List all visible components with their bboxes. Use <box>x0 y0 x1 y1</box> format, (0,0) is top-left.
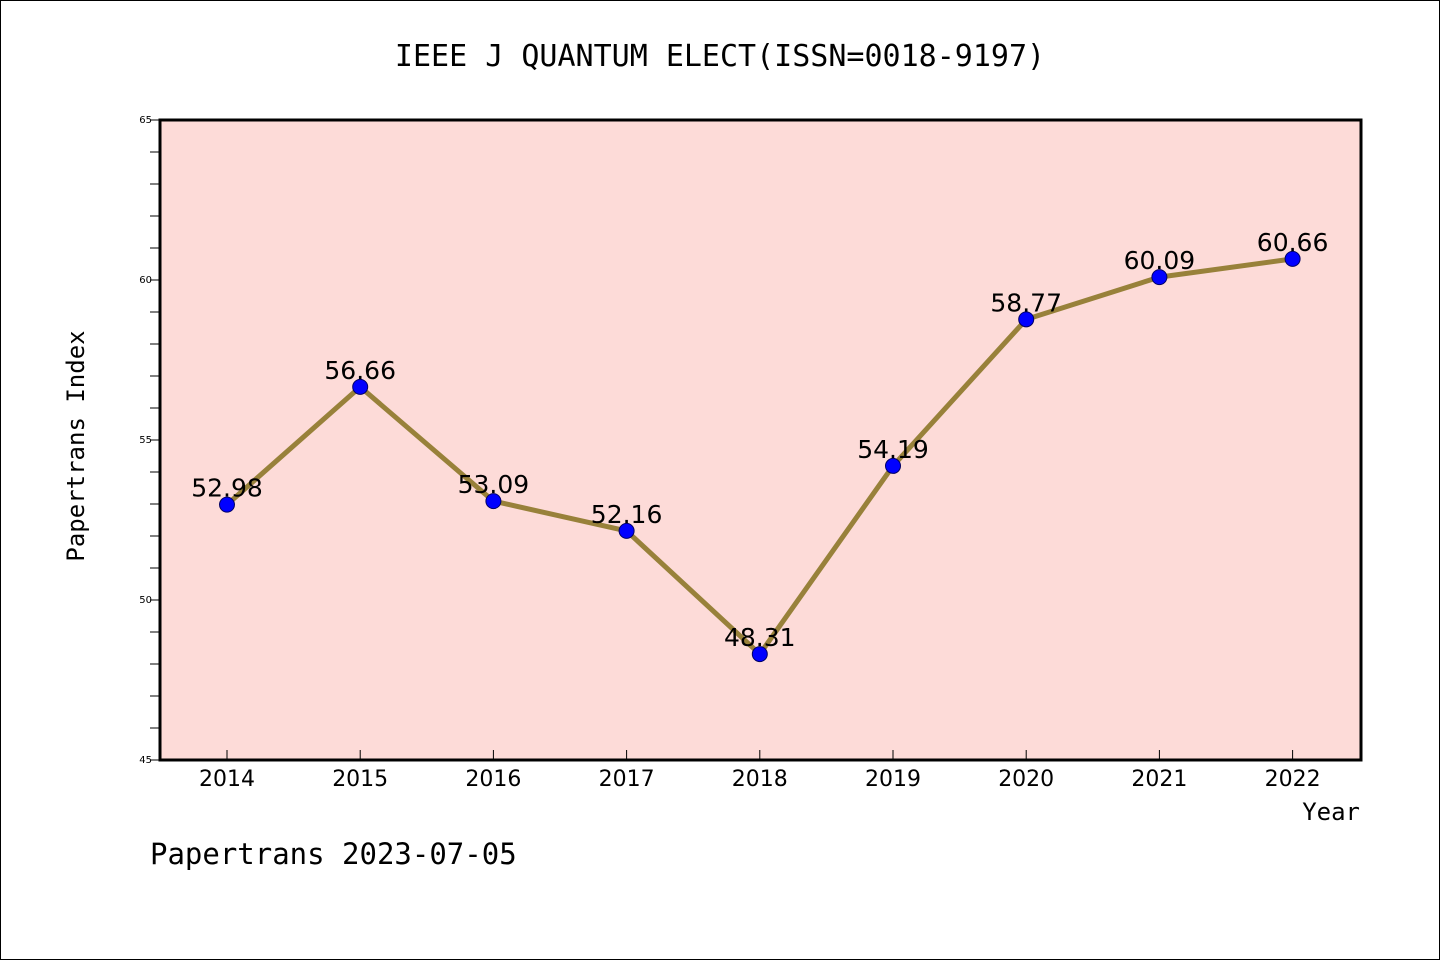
data-point <box>1018 311 1035 328</box>
y-tick-label: 50 <box>139 595 152 606</box>
y-axis-label: Papertrans Index <box>62 330 90 561</box>
x-tick-label: 2018 <box>732 767 788 792</box>
x-tick-label: 2021 <box>1131 767 1187 792</box>
data-label: 56.66 <box>324 356 396 385</box>
x-axis-ticks: 2014 2015 2016 2017 2018 2019 2020 2021 2022 <box>199 750 1321 792</box>
x-tick-label: 2022 <box>1265 767 1321 792</box>
data-point <box>618 522 635 539</box>
data-point <box>1151 269 1168 286</box>
data-point <box>885 457 901 474</box>
data-point <box>219 496 235 513</box>
data-label: 60.66 <box>1257 228 1329 257</box>
plot-area <box>160 120 1361 760</box>
y-axis-ticks: 45 50 55 60 65 <box>139 115 160 766</box>
data-label: 53.09 <box>458 470 530 499</box>
y-tick-label: 45 <box>139 755 152 766</box>
data-label: 60.09 <box>1124 246 1196 275</box>
x-tick-label: 2016 <box>465 767 521 792</box>
data-point <box>352 378 369 395</box>
y-tick-label: 55 <box>139 435 152 446</box>
x-tick-label: 2015 <box>332 767 388 792</box>
data-point <box>751 646 768 663</box>
x-tick-label: 2017 <box>599 767 655 792</box>
data-label: 48.31 <box>724 623 796 652</box>
data-point <box>1284 250 1301 267</box>
data-label: 54.19 <box>857 435 929 464</box>
x-tick-label: 2020 <box>998 767 1054 792</box>
data-labels: 52.98 56.66 53.09 52.16 48.31 54.19 58.77 60.09… <box>191 228 1328 652</box>
y-tick-label: 60 <box>139 275 152 286</box>
x-tick-label: 2014 <box>199 767 255 792</box>
data-label: 52.98 <box>191 474 263 503</box>
plot-border <box>158 118 1363 762</box>
y-tick-label: 65 <box>139 115 152 126</box>
footer-stamp: Papertrans 2023-07-05 <box>150 837 517 871</box>
data-label: 52.16 <box>591 500 663 529</box>
data-point <box>485 493 502 510</box>
x-axis-label: Year <box>1302 798 1360 826</box>
data-label: 58.77 <box>990 288 1062 317</box>
data-markers <box>219 250 1301 663</box>
chart-title: IEEE J QUANTUM ELECT(ISSN=0018-9197) <box>395 39 1045 74</box>
x-tick-label: 2019 <box>865 767 921 792</box>
